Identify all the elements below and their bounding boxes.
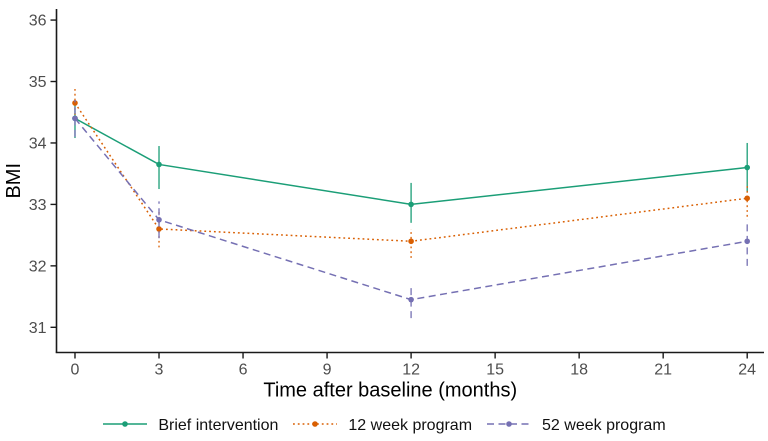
x-tick-label: 15 [486,362,504,379]
x-tick-label: 0 [71,362,80,379]
x-tick-label: 3 [155,362,164,379]
data-point [156,226,162,232]
y-tick-label: 35 [29,74,47,91]
x-tick-label: 9 [323,362,332,379]
y-tick-label: 33 [29,197,47,214]
series-brief-intervention [72,99,750,223]
data-point [408,238,414,245]
y-axis-title: BMI [3,163,25,199]
legend-item-12-week-program: 12 week program [292,417,472,436]
legend-point [122,420,129,427]
chart-legend: Brief intervention 12 week program 52 we… [0,411,768,441]
legend-line-sample [293,420,338,427]
data-point [156,161,162,168]
x-tick-label: 18 [570,362,588,379]
y-tick-label: 34 [29,135,47,152]
y-tick-label: 31 [29,320,47,337]
legend-swatch-dashed-line-icon [486,417,532,436]
series-12-week-program [72,86,750,258]
legend-swatch-dotted-line-icon [292,417,338,436]
legend-item-brief-intervention: Brief intervention [102,417,278,436]
data-point [744,238,750,245]
x-axis-title: Time after baseline (months) [263,380,517,402]
data-point [744,164,750,171]
data-point [408,296,414,303]
data-point [72,115,78,122]
x-tick-label: 21 [654,362,672,379]
data-point [156,216,162,223]
series-52-week-program [72,99,750,319]
legend-line-sample [487,420,532,427]
series-line [74,117,748,301]
legend-point [312,420,319,427]
legend-line-sample [103,420,148,427]
y-tick-label: 32 [29,258,47,275]
x-tick-label: 6 [239,362,248,379]
x-tick-label: 24 [738,362,756,379]
series-line [74,117,748,206]
data-point [744,195,750,202]
data-point [408,201,414,208]
legend-label: 52 week program [542,417,666,434]
legend-swatch-solid-line-icon [102,417,148,436]
y-tick-label: 36 [29,13,47,30]
legend-item-52-week-program: 52 week program [486,417,666,436]
legend-point [506,420,512,427]
legend-label: 12 week program [348,417,473,434]
x-tick-label: 12 [402,362,420,379]
data-point [72,100,78,106]
legend-label: Brief intervention [158,417,279,434]
